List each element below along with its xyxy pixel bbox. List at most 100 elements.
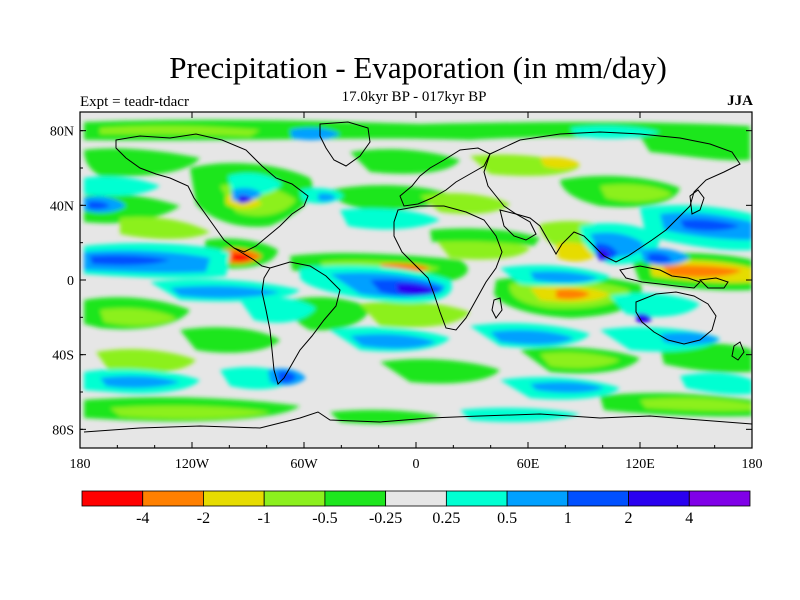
colorbar-swatch (81, 490, 144, 507)
field-region (430, 228, 540, 246)
coastline-central-america (233, 247, 271, 269)
map-panel (80, 112, 752, 448)
coastline-south-america (261, 261, 341, 385)
field-region (238, 195, 252, 204)
x-tick-label: 180 (742, 457, 763, 472)
colorbar-swatch (567, 490, 629, 507)
colorbar-label: -0.5 (312, 510, 337, 527)
coastline-japan (689, 189, 705, 215)
field-region (556, 289, 590, 300)
field-region (490, 330, 574, 345)
colorbar-swatch (142, 490, 204, 507)
field-region (110, 405, 270, 419)
season-label: JJA (727, 93, 753, 109)
field-region (240, 297, 316, 323)
coastline-north-america (115, 133, 309, 253)
figure-subtitle: 17.0kyr BP - 017kyr BP (341, 89, 487, 105)
field-region (600, 184, 672, 202)
colorbar-swatch (263, 490, 326, 507)
field-region (180, 327, 280, 353)
field-region (340, 208, 440, 230)
x-tick-label: 0 (413, 457, 420, 472)
colorbar-label: 1 (564, 510, 572, 527)
coastline-arabia (499, 209, 537, 241)
y-tick-label: 0 (67, 274, 74, 289)
field-region (96, 349, 196, 374)
field-region (88, 201, 110, 210)
colorbar-swatch (324, 490, 387, 507)
coastline-layer (83, 121, 752, 433)
colorbar: -4 -2 -1 -0.5 -0.25 0.25 0.5 1 2 4 (81, 490, 751, 527)
x-axis: 180 120W 60W 0 60E 120E 180 (70, 112, 763, 472)
field-region (318, 193, 336, 202)
field-region (120, 216, 210, 239)
coastline-madagascar (491, 297, 503, 319)
colorbar-label: -1 (258, 510, 271, 527)
coastline-new-zealand (731, 341, 745, 361)
field-region (680, 373, 752, 395)
coastline-greenland (319, 121, 371, 167)
field-region (648, 253, 672, 263)
colorbar-swatch (628, 490, 690, 507)
coastline-asia (483, 131, 741, 263)
y-tick-label: 40N (50, 199, 74, 214)
field-region (100, 375, 180, 389)
x-tick-label: 60W (290, 457, 318, 472)
field-region (84, 176, 160, 196)
field-region (640, 133, 750, 161)
colorbar-label: -2 (197, 510, 210, 527)
field-region (610, 293, 700, 317)
colorbar-swatch (203, 490, 265, 507)
x-tick-label: 120E (625, 457, 655, 472)
y-tick-label: 80S (52, 423, 74, 438)
field-layer (84, 119, 752, 424)
figure-title: Precipitation - Evaporation (in mm/day) (169, 50, 667, 85)
field-region (660, 343, 752, 373)
x-tick-label: 180 (70, 457, 91, 472)
colorbar-label: 4 (685, 510, 693, 527)
field-region (436, 238, 530, 260)
field-region (330, 185, 450, 210)
colorbar-swatch (445, 490, 508, 507)
colorbar-swatch (506, 490, 569, 507)
coastline-europe (399, 147, 491, 207)
colorbar-label: 2 (625, 510, 633, 527)
field-region (396, 283, 436, 295)
colorbar-swatch (385, 490, 447, 507)
coastline-africa (393, 205, 503, 331)
coastline-australia (635, 291, 717, 345)
field-region (90, 255, 170, 266)
field-region (530, 271, 598, 283)
field-region (350, 334, 436, 349)
field-region (662, 265, 742, 278)
y-tick-label: 40S (52, 349, 74, 364)
field-region (540, 352, 620, 368)
colorbar-label: -0.25 (369, 510, 402, 527)
colorbar-label: 0.25 (432, 510, 460, 527)
field-region (360, 301, 470, 328)
field-region (170, 285, 280, 299)
field-region (420, 193, 510, 214)
field-region (680, 219, 740, 231)
field-region (380, 359, 500, 384)
map-axes: 180 120W 60W 0 60E 120E 180 80N 40N 0 40S 80S (50, 111, 763, 472)
x-tick-label: 60E (517, 457, 540, 472)
x-tick-label: 120W (175, 457, 210, 472)
colorbar-label: -4 (136, 510, 149, 527)
field-region (84, 148, 200, 177)
coastline-antarctica (83, 411, 752, 433)
y-tick-label: 80N (50, 125, 74, 140)
field-region (530, 381, 604, 393)
field-region (330, 409, 440, 424)
coastline-indonesia (619, 265, 701, 289)
field-region (100, 308, 176, 326)
colorbar-label: 0.5 (497, 510, 517, 527)
field-region (540, 157, 580, 169)
field-region (636, 313, 652, 323)
colorbar-swatch (688, 490, 751, 507)
field-region (290, 127, 340, 141)
field-region (640, 397, 752, 411)
experiment-label: Expt = teadr-tdacr (80, 94, 189, 110)
field-region (100, 125, 260, 136)
